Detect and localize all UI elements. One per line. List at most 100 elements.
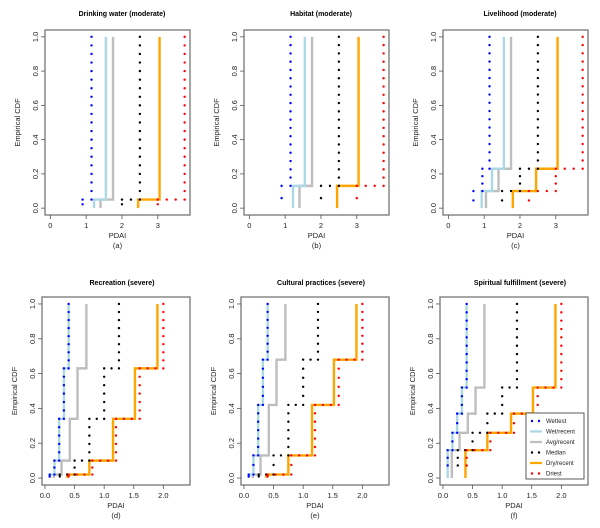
data-point bbox=[88, 442, 91, 446]
data-point bbox=[57, 434, 61, 437]
data-point bbox=[536, 189, 540, 193]
legend-swatch bbox=[537, 451, 541, 454]
panel-title: Drinking water (moderate) bbox=[79, 11, 166, 18]
data-point bbox=[337, 159, 341, 163]
data-point bbox=[266, 310, 269, 314]
y-tick-label: 0.8 bbox=[426, 334, 435, 344]
y-tick-label: 0.2 bbox=[426, 438, 435, 448]
data-point bbox=[138, 189, 142, 193]
data-point bbox=[81, 203, 84, 206]
data-point bbox=[301, 394, 305, 398]
data-point bbox=[337, 394, 340, 398]
data-point bbox=[102, 417, 106, 421]
data-point bbox=[382, 43, 385, 47]
data-point bbox=[536, 35, 540, 39]
data-point bbox=[465, 377, 468, 381]
data-point bbox=[337, 367, 340, 370]
data-point bbox=[500, 199, 504, 202]
data-point bbox=[337, 376, 340, 379]
data-point bbox=[88, 417, 91, 421]
legend-item: Dry/recent bbox=[530, 461, 574, 467]
data-point bbox=[73, 466, 76, 469]
data-point bbox=[489, 431, 492, 434]
data-point bbox=[446, 456, 449, 460]
data-point bbox=[488, 142, 491, 146]
data-point bbox=[316, 326, 320, 330]
data-point bbox=[493, 412, 496, 415]
data-point bbox=[536, 134, 540, 137]
data-point bbox=[53, 466, 56, 469]
data-point bbox=[472, 189, 475, 193]
x-axis-label: PDAI bbox=[308, 231, 326, 240]
data-point bbox=[465, 327, 468, 331]
legend-item: Driest bbox=[530, 472, 562, 478]
data-point bbox=[279, 454, 283, 457]
data-point bbox=[117, 310, 121, 314]
data-point bbox=[512, 412, 516, 415]
data-point bbox=[489, 448, 492, 452]
x-tick-label: 1 bbox=[84, 221, 88, 230]
data-point bbox=[67, 475, 70, 478]
data-point bbox=[266, 334, 269, 337]
data-point bbox=[48, 473, 51, 476]
data-point bbox=[73, 459, 76, 462]
data-point bbox=[183, 138, 186, 141]
data-point bbox=[138, 155, 142, 158]
y-axis-label: Empirical CDF bbox=[411, 98, 420, 147]
data-point bbox=[316, 334, 320, 337]
data-point bbox=[289, 118, 292, 121]
y-tick-label: 0.8 bbox=[429, 66, 438, 76]
x-tick-label: 2 bbox=[518, 221, 522, 230]
data-point bbox=[90, 181, 93, 184]
panel-title: Spiritual fulfillment (severe) bbox=[474, 280, 566, 287]
x-axis-label: PDAI bbox=[306, 501, 324, 510]
data-point bbox=[545, 189, 549, 193]
data-point bbox=[581, 126, 584, 129]
data-point bbox=[138, 181, 142, 184]
data-point bbox=[488, 60, 491, 63]
data-point bbox=[261, 358, 265, 361]
data-point bbox=[355, 184, 358, 188]
data-point bbox=[500, 395, 504, 398]
data-point bbox=[460, 412, 464, 415]
data-point bbox=[287, 412, 290, 415]
data-point bbox=[130, 417, 133, 421]
step-line bbox=[450, 303, 486, 479]
data-point bbox=[515, 302, 519, 306]
data-point bbox=[337, 135, 341, 138]
data-point bbox=[102, 375, 106, 378]
data-point bbox=[313, 403, 317, 407]
data-point bbox=[456, 464, 459, 467]
data-point bbox=[62, 409, 66, 412]
data-point bbox=[289, 68, 292, 72]
data-point bbox=[53, 459, 56, 462]
data-point bbox=[581, 101, 584, 105]
data-point bbox=[274, 473, 277, 476]
y-tick-label: 0.0 bbox=[31, 203, 40, 213]
data-point bbox=[478, 431, 482, 434]
data-point bbox=[319, 196, 323, 200]
data-point bbox=[102, 383, 106, 387]
step-line bbox=[136, 36, 161, 209]
panel-e: Cultural practices (severe) 0.0 0.2 0.4 0.6 0… bbox=[209, 280, 390, 520]
data-point bbox=[138, 104, 142, 107]
data-point bbox=[183, 181, 186, 184]
series-wet-recent bbox=[48, 303, 70, 479]
x-tick-label: 3 bbox=[156, 221, 160, 230]
y-tick-label: 0.8 bbox=[227, 334, 236, 344]
data-point bbox=[471, 431, 474, 434]
step-line bbox=[66, 303, 159, 479]
data-point bbox=[256, 412, 260, 415]
data-point bbox=[581, 93, 584, 96]
data-point bbox=[289, 143, 292, 146]
data-point bbox=[67, 302, 70, 306]
data-point bbox=[67, 334, 70, 338]
data-point bbox=[48, 475, 51, 478]
data-point bbox=[156, 203, 159, 206]
data-point bbox=[99, 459, 102, 462]
series-median bbox=[456, 302, 519, 467]
data-point bbox=[289, 184, 292, 188]
data-point bbox=[451, 440, 454, 443]
y-tick-label: 1.0 bbox=[31, 32, 40, 42]
x-axis-label: PDAI bbox=[507, 231, 525, 240]
